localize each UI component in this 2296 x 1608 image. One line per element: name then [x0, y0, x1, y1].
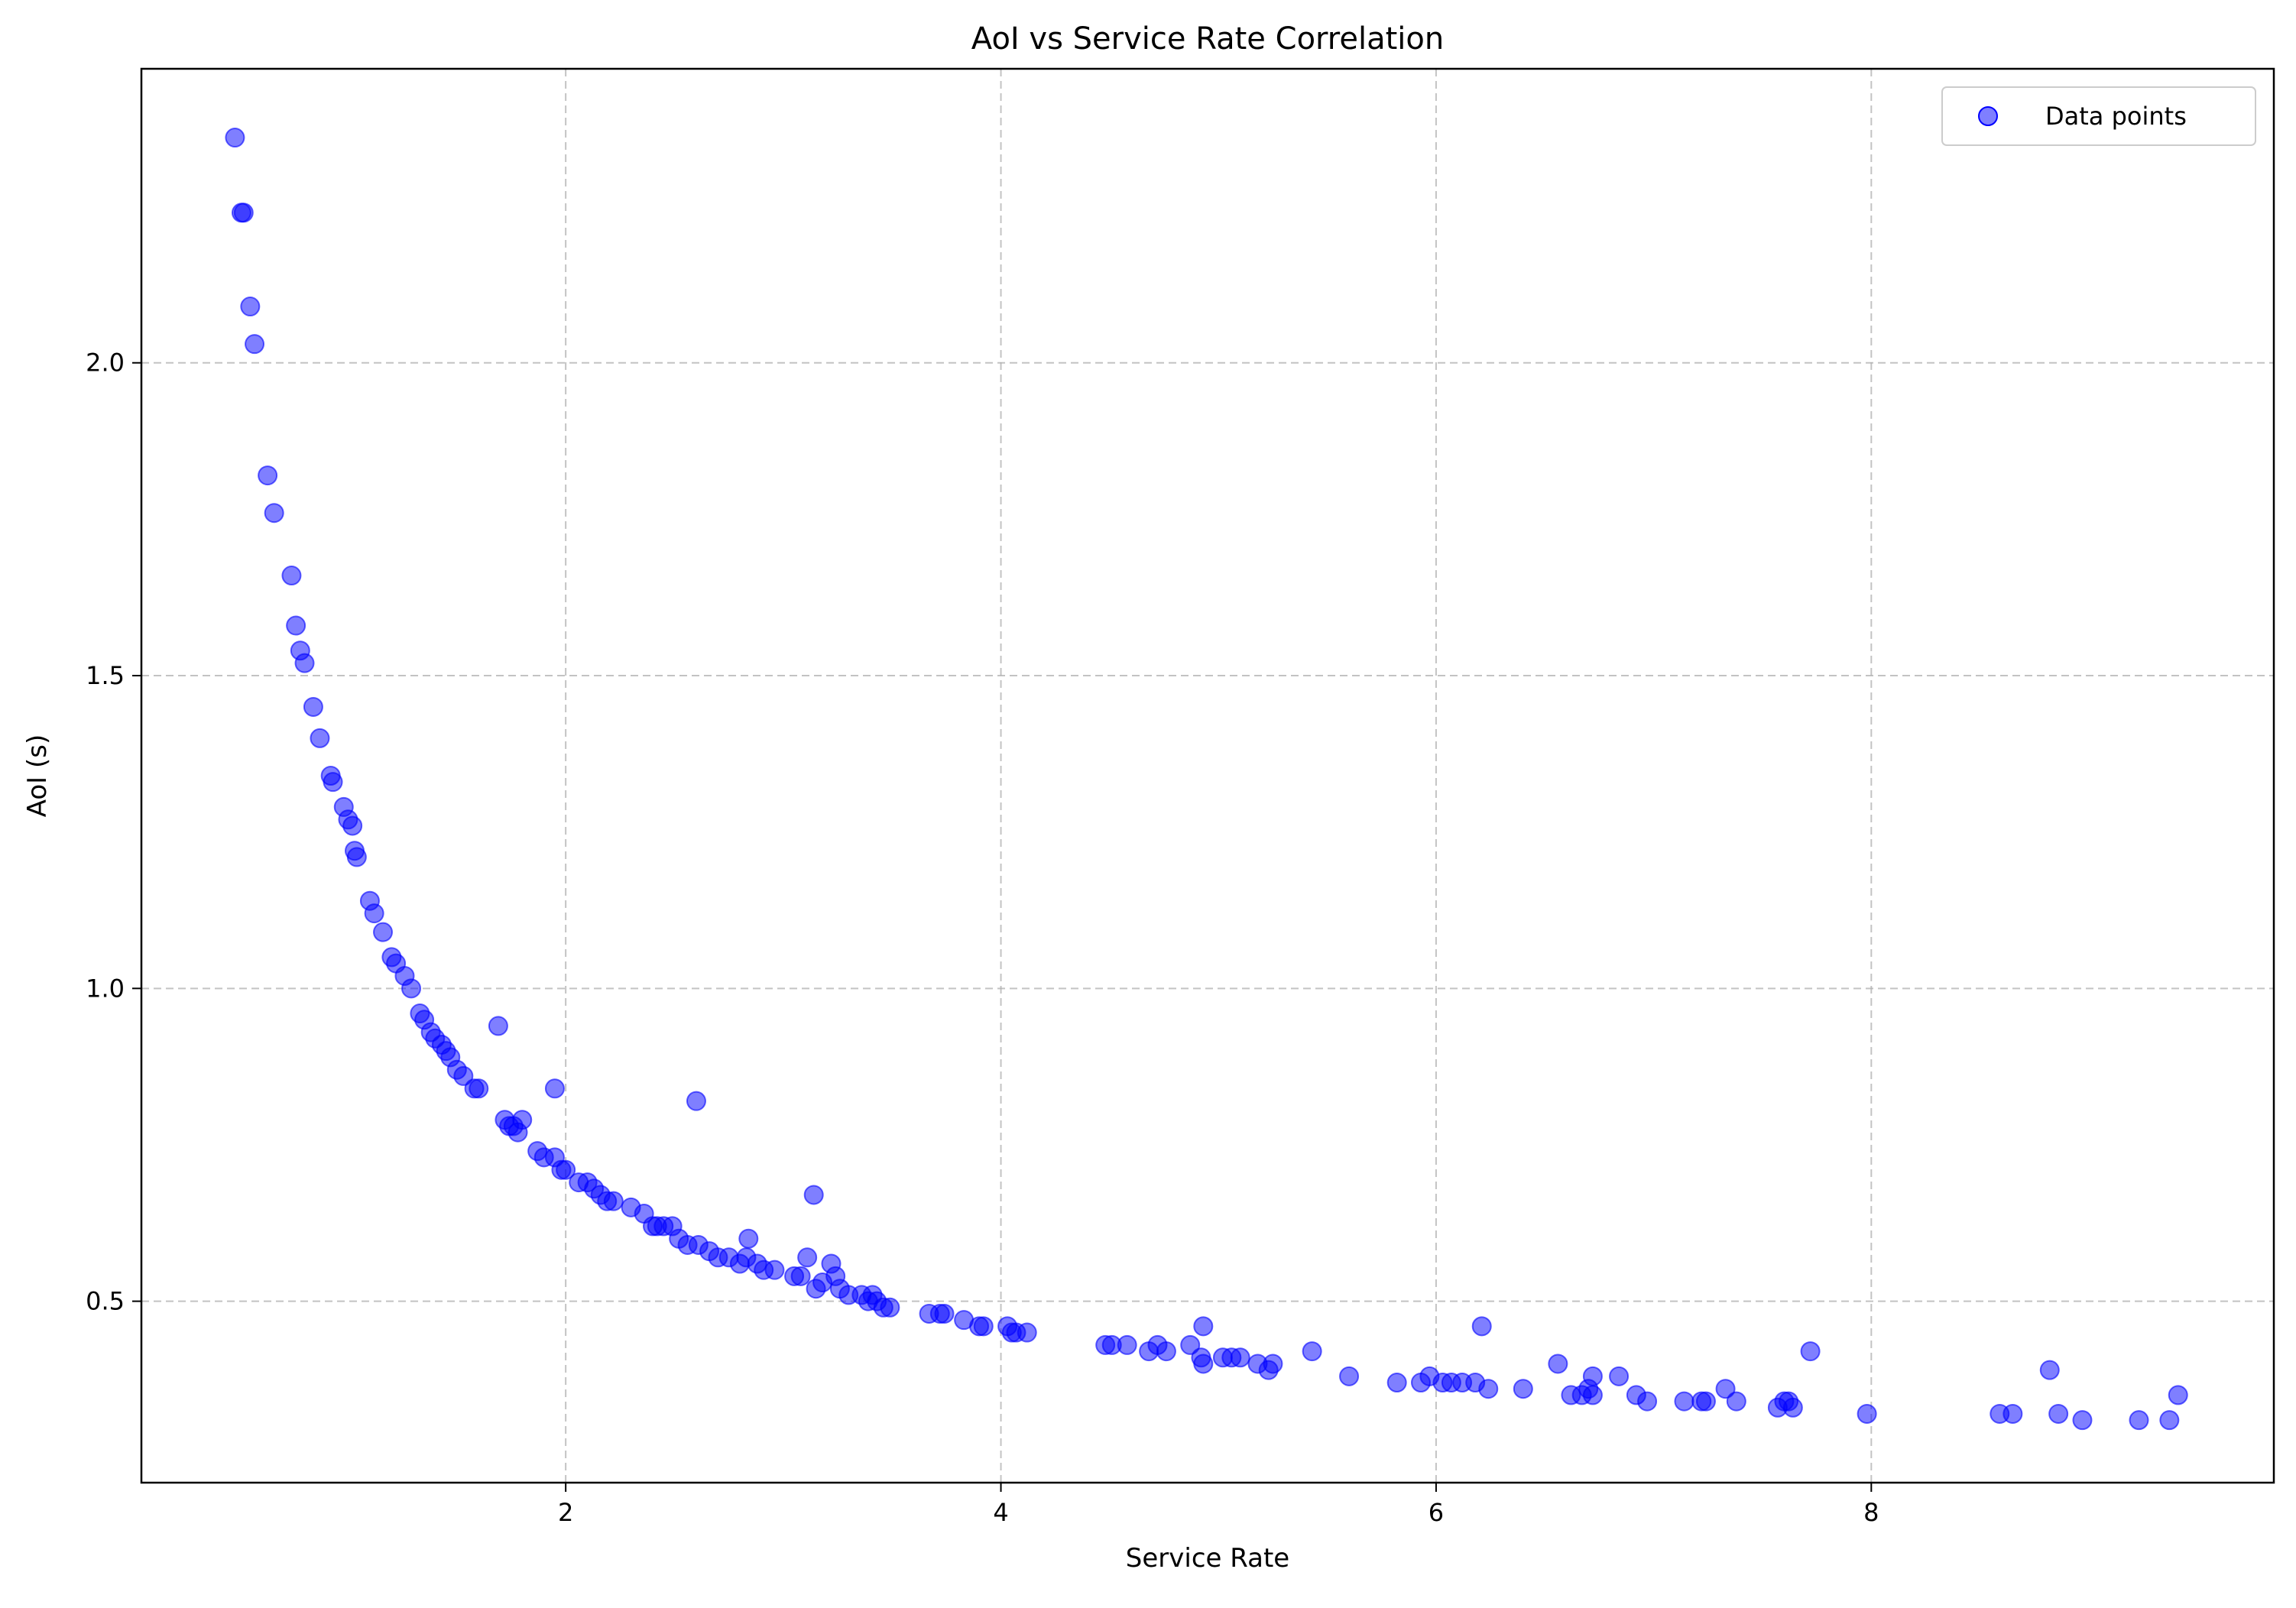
data-point: [2072, 1410, 2093, 1431]
data-point: [738, 1228, 759, 1249]
data-point: [1726, 1391, 1746, 1412]
axis-ticks: 2 4 6 8 0.5 1.0 1.5 2.0: [86, 349, 1879, 1527]
data-point: [310, 728, 330, 748]
data-point: [2168, 1385, 2188, 1405]
data-point: [1782, 1397, 1803, 1418]
data-point: [1471, 1316, 1492, 1337]
data-point: [934, 1303, 955, 1324]
data-point: [488, 1016, 508, 1036]
data-point: [790, 1266, 811, 1286]
gridlines: [141, 69, 2274, 1483]
data-point: [245, 334, 265, 355]
data-points: [225, 128, 2188, 1431]
data-point: [401, 978, 422, 999]
data-point: [1582, 1366, 1603, 1386]
data-point: [1548, 1354, 1568, 1374]
y-tick-label: 0.5: [86, 1287, 125, 1316]
data-point: [323, 772, 343, 793]
data-point: [1800, 1341, 1821, 1362]
data-point: [469, 1078, 489, 1099]
data-point: [880, 1297, 900, 1318]
data-point: [342, 815, 363, 836]
data-point: [1230, 1347, 1250, 1368]
data-point: [303, 696, 323, 717]
data-point: [1674, 1391, 1694, 1412]
data-point: [1193, 1316, 1214, 1337]
data-point: [1513, 1379, 1533, 1399]
data-point: [240, 297, 261, 317]
data-point: [258, 465, 278, 486]
data-point: [286, 615, 306, 636]
data-point: [1193, 1354, 1214, 1374]
data-point: [281, 566, 302, 586]
data-point: [1339, 1366, 1360, 1386]
data-point: [1117, 1334, 1137, 1355]
data-point: [2003, 1403, 2023, 1424]
data-point: [1386, 1373, 1407, 1393]
data-point: [233, 203, 254, 223]
legend-label: Data points: [2045, 102, 2187, 131]
x-tick-label: 6: [1429, 1498, 1444, 1527]
data-point: [803, 1185, 824, 1205]
data-point: [1715, 1379, 1736, 1399]
data-point: [1156, 1341, 1176, 1362]
data-point: [1478, 1379, 1499, 1399]
y-tick-label: 1.0: [86, 974, 125, 1003]
data-point: [364, 903, 384, 924]
y-tick-label: 2.0: [86, 349, 125, 378]
x-tick-label: 2: [558, 1498, 573, 1527]
data-point: [1609, 1366, 1630, 1386]
data-point: [1263, 1354, 1283, 1374]
data-point: [294, 653, 315, 673]
data-point: [373, 922, 394, 942]
data-point: [764, 1259, 785, 1280]
data-point: [797, 1247, 818, 1268]
data-point: [1695, 1391, 1716, 1412]
data-point: [544, 1078, 565, 1099]
data-point: [1180, 1334, 1201, 1355]
data-point: [2048, 1403, 2069, 1424]
data-point: [686, 1091, 706, 1111]
legend: Data points: [1941, 86, 2256, 146]
data-point: [973, 1316, 994, 1337]
data-point: [2039, 1360, 2060, 1380]
data-point: [264, 503, 284, 524]
y-tick-label: 1.5: [86, 661, 125, 690]
x-tick-label: 8: [1863, 1498, 1879, 1527]
data-point: [2129, 1410, 2149, 1431]
data-point: [346, 847, 367, 867]
y-axis-label: AoI (s): [22, 734, 53, 818]
data-point: [225, 128, 245, 148]
data-point: [1302, 1341, 1322, 1362]
data-point: [1857, 1403, 1877, 1424]
data-point: [512, 1110, 533, 1130]
data-point: [1637, 1391, 1658, 1412]
plot-frame: [140, 67, 2275, 1484]
data-point: [603, 1191, 624, 1211]
x-axis-label: Service Rate: [1126, 1543, 1289, 1574]
x-tick-label: 4: [993, 1498, 1008, 1527]
data-point: [453, 1065, 474, 1086]
legend-box: [1941, 86, 2256, 146]
data-point: [556, 1159, 576, 1180]
chart-title: AoI vs Service Rate Correlation: [971, 21, 1444, 57]
data-point: [1017, 1322, 1037, 1343]
data-point: [2159, 1410, 2180, 1431]
legend-marker: [1978, 106, 1998, 126]
data-point: [1582, 1385, 1603, 1405]
